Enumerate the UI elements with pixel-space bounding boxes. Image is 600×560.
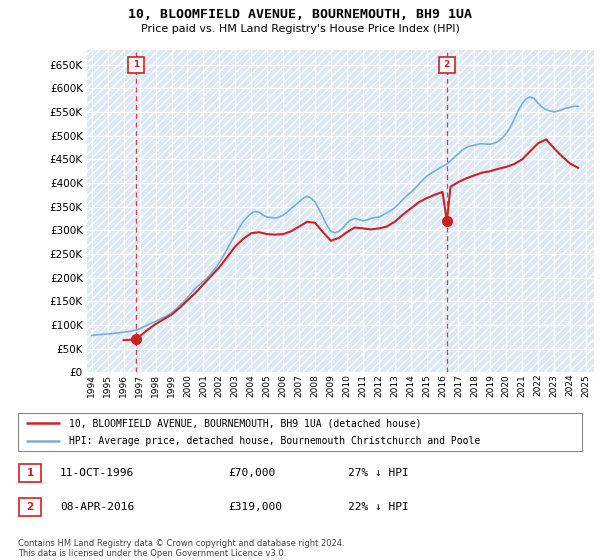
FancyBboxPatch shape [18,413,582,451]
Text: 10, BLOOMFIELD AVENUE, BOURNEMOUTH, BH9 1UA (detached house): 10, BLOOMFIELD AVENUE, BOURNEMOUTH, BH9 … [69,418,421,428]
Text: 10, BLOOMFIELD AVENUE, BOURNEMOUTH, BH9 1UA: 10, BLOOMFIELD AVENUE, BOURNEMOUTH, BH9 … [128,8,472,21]
Text: 27% ↓ HPI: 27% ↓ HPI [348,468,409,478]
FancyBboxPatch shape [19,498,41,516]
Text: 1: 1 [26,468,34,478]
Text: 1: 1 [133,60,139,69]
FancyBboxPatch shape [19,464,41,482]
Text: 2: 2 [26,502,34,512]
Text: 08-APR-2016: 08-APR-2016 [60,502,134,512]
Text: 2: 2 [444,60,450,69]
Text: Contains HM Land Registry data © Crown copyright and database right 2024.
This d: Contains HM Land Registry data © Crown c… [18,539,344,558]
Text: 22% ↓ HPI: 22% ↓ HPI [348,502,409,512]
Text: Price paid vs. HM Land Registry's House Price Index (HPI): Price paid vs. HM Land Registry's House … [140,24,460,34]
Text: 11-OCT-1996: 11-OCT-1996 [60,468,134,478]
Text: £70,000: £70,000 [228,468,275,478]
Text: £319,000: £319,000 [228,502,282,512]
Text: HPI: Average price, detached house, Bournemouth Christchurch and Poole: HPI: Average price, detached house, Bour… [69,436,480,446]
